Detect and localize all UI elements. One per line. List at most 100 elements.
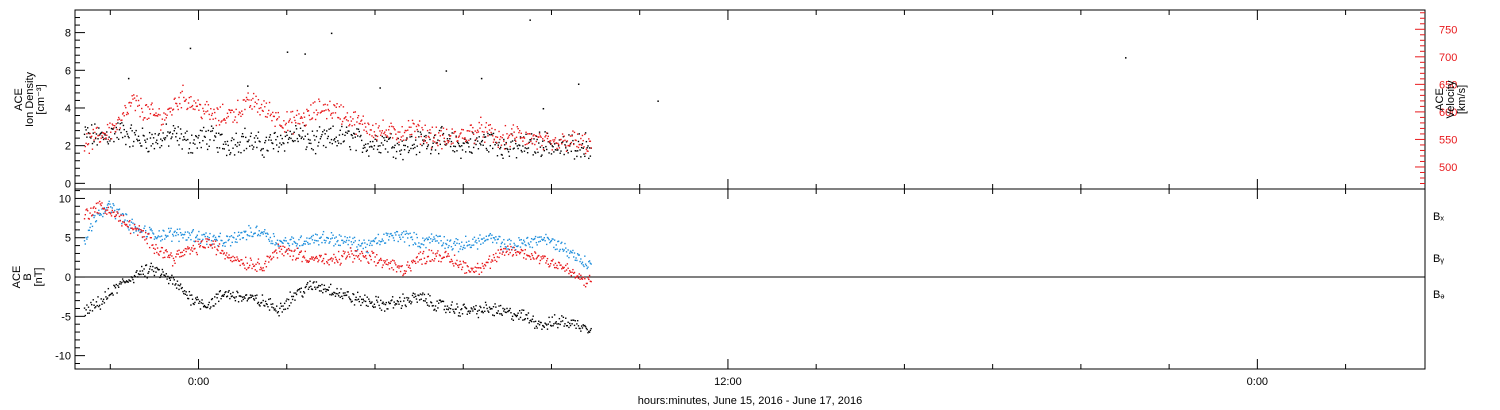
density-point: [283, 142, 285, 145]
density-point: [360, 139, 363, 142]
velocity-point: [176, 105, 179, 107]
field-by-point: [312, 234, 314, 237]
velocity-point: [260, 103, 263, 106]
field-by-point: [431, 240, 434, 242]
velocity-point: [112, 124, 114, 127]
field-by-point: [282, 242, 284, 245]
velocity-point: [415, 125, 418, 128]
field-bx-point: [494, 303, 496, 305]
density-point: [175, 132, 178, 135]
velocity-point: [370, 129, 372, 131]
velocity-point: [291, 110, 294, 113]
field-bz-point: [172, 257, 175, 260]
field-bx-point: [561, 320, 564, 322]
field-bz-point: [203, 246, 206, 249]
field-by-point: [354, 240, 357, 242]
field-by-point: [546, 243, 548, 246]
velocity-axis-tick-label: 750: [1439, 24, 1457, 36]
field-bx-point: [536, 327, 538, 329]
density-point: [254, 141, 256, 143]
field-by-point: [446, 239, 449, 241]
field-bx-point: [344, 292, 346, 294]
field-by-point: [489, 232, 492, 235]
density-point: [314, 152, 317, 155]
x-tick-label: 0:00: [1247, 376, 1268, 388]
field-bx-point: [102, 300, 104, 303]
field-bz-point: [492, 254, 495, 256]
field-bx-point: [580, 325, 583, 327]
density-point: [108, 136, 110, 138]
field-by-point: [121, 222, 123, 225]
velocity-point: [387, 136, 389, 138]
density-point: [271, 142, 273, 144]
field-bx-point: [576, 319, 579, 322]
field-bx-point: [302, 296, 304, 298]
velocity-point: [322, 104, 325, 106]
field-by-point: [333, 237, 336, 239]
field-bz-point: [419, 251, 422, 253]
field-bx-point: [373, 303, 376, 306]
field-bz-point: [510, 245, 512, 248]
field-by-point: [511, 246, 514, 249]
velocity-point: [149, 112, 152, 115]
velocity-point: [301, 117, 303, 119]
density-point: [460, 157, 462, 160]
density-point: [387, 151, 389, 153]
field-bx-point: [418, 294, 420, 297]
field-bx-point: [122, 280, 125, 282]
field-bx-point: [525, 314, 527, 316]
field-bx-point: [455, 308, 457, 310]
field-bx-point: [87, 312, 89, 314]
density-point: [549, 142, 551, 144]
field-by-point: [560, 242, 562, 245]
density-point: [259, 141, 261, 143]
velocity-point: [137, 105, 139, 107]
density-point: [238, 144, 241, 146]
field-bx-point: [390, 300, 392, 302]
density-point: [248, 139, 250, 141]
field-bx-point: [318, 290, 321, 292]
field-by-point: [87, 236, 89, 238]
field-bx-point: [276, 312, 279, 314]
density-point: [263, 156, 265, 158]
field-bx-point: [114, 287, 117, 289]
field-by-point: [553, 239, 556, 241]
density-point: [152, 143, 154, 145]
field-bx-point: [580, 330, 582, 332]
density-point: [225, 154, 228, 157]
field-bx-point: [155, 271, 157, 273]
field-bz-point: [191, 247, 193, 249]
field-by-point: [457, 250, 460, 253]
density-point: [128, 137, 130, 139]
field-by-point: [476, 242, 478, 244]
field-by-point: [435, 234, 438, 237]
field-bx-point: [582, 324, 584, 326]
field-bz-point: [430, 249, 433, 252]
field-by-point: [295, 245, 298, 247]
field-bz-point: [335, 258, 337, 261]
field-bz-point: [125, 224, 127, 226]
field-bz-point: [503, 247, 505, 250]
density-point: [121, 122, 123, 124]
velocity-point: [496, 136, 499, 138]
field-bx-point: [249, 297, 251, 299]
field-by-point: [370, 240, 372, 242]
field-by-point: [295, 242, 297, 244]
field-by-point: [256, 225, 258, 227]
velocity-point: [218, 124, 221, 126]
field-bz-point: [280, 248, 283, 250]
density-point: [519, 144, 521, 147]
field-by-point: [315, 240, 318, 242]
field-bz-point: [183, 253, 186, 256]
field-bx-point: [115, 283, 117, 286]
velocity-point: [91, 148, 94, 150]
field-bx-point: [192, 302, 195, 305]
field-bz-point: [326, 262, 329, 264]
density-point: [353, 133, 356, 135]
density-point: [156, 142, 159, 145]
field-bx-point: [317, 286, 319, 288]
velocity-point: [129, 101, 131, 104]
field-bx-point: [357, 291, 359, 294]
velocity-point: [260, 107, 262, 109]
field-bx-point: [91, 310, 94, 312]
